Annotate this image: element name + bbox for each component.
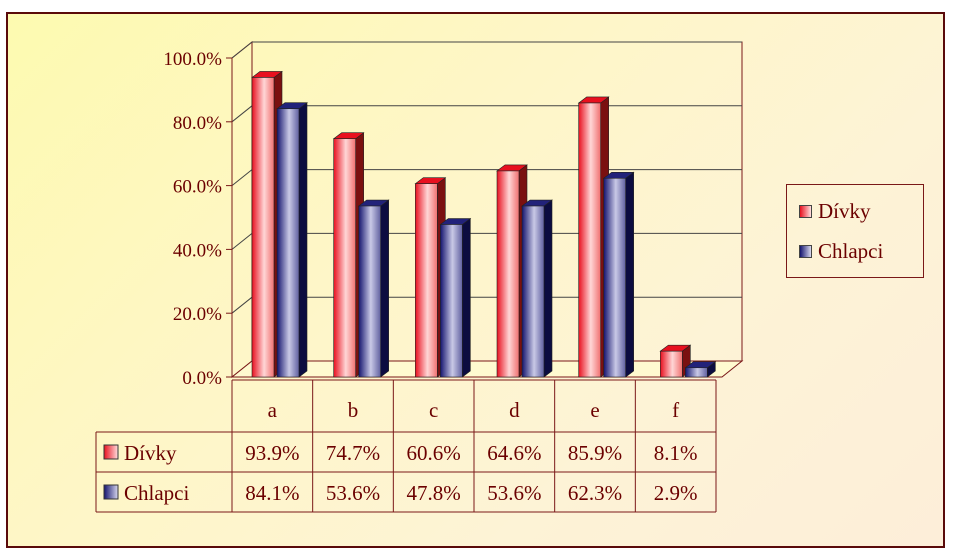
data-label-divky: 85.9% <box>568 441 622 465</box>
bar-side-chlapci-d <box>543 199 553 378</box>
data-label-divky: 74.7% <box>326 441 380 465</box>
table-swatch-divky <box>103 444 119 460</box>
legend-swatch-divky <box>799 205 812 218</box>
data-label-divky: 8.1% <box>654 441 698 465</box>
plot-side-wall <box>231 40 253 379</box>
y-tick-label: 20.0% <box>173 304 222 325</box>
bar-side-chlapci-b <box>380 199 389 378</box>
gridline-side <box>231 296 253 314</box>
bar-chlapci-a <box>276 108 300 378</box>
bar-divky-c <box>415 183 438 378</box>
bar-divky-f <box>660 350 683 378</box>
data-label-chlapci: 53.6% <box>487 481 541 505</box>
bar-side-chlapci-a <box>298 102 308 378</box>
bar-chlapci-f <box>685 367 708 378</box>
x-category-label: f <box>672 398 679 422</box>
y-tick-label: 0.0% <box>182 368 222 389</box>
gridline-side <box>231 105 253 123</box>
gridline-side <box>231 169 253 186</box>
bar-side-chlapci-c <box>462 217 471 378</box>
chart-frame <box>6 12 945 548</box>
bar-chlapci-d <box>521 205 545 378</box>
data-label-chlapci: 84.1% <box>245 481 299 505</box>
x-category-label: b <box>348 398 359 422</box>
data-label-chlapci: 47.8% <box>407 481 461 505</box>
data-label-chlapci: 53.6% <box>326 481 380 505</box>
bar-divky-e <box>578 102 601 378</box>
bar-divky-a <box>251 77 275 378</box>
data-label-divky: 60.6% <box>407 441 461 465</box>
bar-chlapci-c <box>440 224 463 378</box>
table-series-name-divky: Dívky <box>124 441 177 465</box>
gridline-side <box>231 233 253 250</box>
legend-item-chlapci: Chlapci <box>799 239 883 264</box>
table-series-name-chlapci: Chlapci <box>124 481 189 505</box>
y-tick-label: 60.0% <box>173 177 222 198</box>
data-label-divky: 93.9% <box>245 441 299 465</box>
legend-swatch-chlapci <box>799 245 812 258</box>
bar-side-chlapci-e <box>625 171 634 378</box>
x-category-label: a <box>268 398 278 422</box>
bar-chlapci-e <box>603 177 626 378</box>
data-label-chlapci: 2.9% <box>654 481 698 505</box>
data-label-divky: 64.6% <box>487 441 541 465</box>
y-tick-label: 80.0% <box>173 113 222 134</box>
legend-item-divky: Dívky <box>799 199 871 224</box>
data-label-chlapci: 62.3% <box>568 481 622 505</box>
legend-label-chlapci: Chlapci <box>818 239 884 263</box>
bar-chlapci-b <box>358 205 381 378</box>
y-tick-label: 100.0% <box>163 49 222 70</box>
x-category-label: c <box>429 398 438 422</box>
table-swatch-chlapci <box>103 484 119 500</box>
y-tick-label: 40.0% <box>173 240 222 261</box>
gridline-side <box>231 41 253 59</box>
x-category-label: d <box>509 398 520 422</box>
bar-divky-d <box>496 170 520 378</box>
x-category-label: e <box>590 398 599 422</box>
chart-legend: Dívky Chlapci <box>786 184 924 278</box>
legend-label-divky: Dívky <box>818 199 871 223</box>
bar-divky-b <box>333 138 356 378</box>
